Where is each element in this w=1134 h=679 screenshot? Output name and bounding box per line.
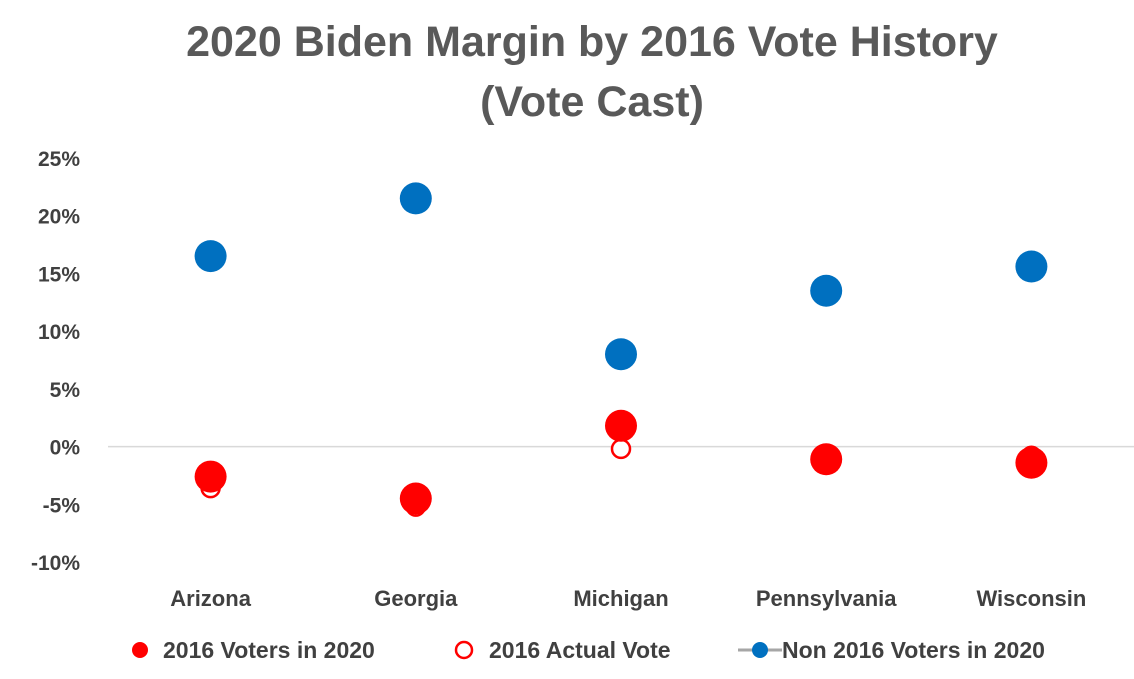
data-point <box>399 182 432 215</box>
data-point <box>810 274 843 307</box>
data-point <box>810 443 843 476</box>
data-point <box>605 338 637 371</box>
plot-points <box>194 182 1048 517</box>
chart-title-line-1: 2020 Biden Margin by 2016 Vote History <box>186 18 998 66</box>
legend: 2016 Voters in 2020 2016 Actual Vote Non 2… <box>132 637 1045 663</box>
data-point <box>399 482 432 515</box>
x-category-label: Arizona <box>170 586 251 611</box>
x-category-label: Michigan <box>573 586 668 611</box>
legend-marker <box>132 642 148 658</box>
data-point <box>194 460 227 493</box>
y-tick-label: -5% <box>43 494 81 517</box>
data-point <box>1015 446 1048 479</box>
y-tick-label: 20% <box>38 206 80 229</box>
x-category-label: Wisconsin <box>976 586 1086 611</box>
y-tick-label: 0% <box>50 437 81 460</box>
data-point <box>1015 250 1048 283</box>
legend-marker <box>454 640 474 660</box>
y-tick-label: 15% <box>38 263 80 286</box>
data-point <box>194 240 227 273</box>
x-axis: Arizona Georgia Michigan Pennsylvania Wiscon… <box>170 586 1086 611</box>
legend-label: 2016 Voters in 2020 <box>163 637 375 663</box>
data-point <box>610 438 632 460</box>
y-axis: 25% 20% 15% 10% 5% 0% -5% -10% <box>31 148 80 575</box>
y-tick-label: -10% <box>31 552 80 575</box>
y-tick-label: 25% <box>38 148 80 171</box>
legend-marker <box>752 642 768 658</box>
x-category-label: Pennsylvania <box>756 586 897 611</box>
y-tick-label: 5% <box>50 379 81 402</box>
chart-title-line-2: (Vote Cast) <box>480 78 704 126</box>
data-point <box>605 409 637 442</box>
legend-label: 2016 Actual Vote <box>489 637 671 663</box>
x-category-label: Georgia <box>374 586 458 611</box>
legend-label: Non 2016 Voters in 2020 <box>782 637 1045 663</box>
y-tick-label: 10% <box>38 321 80 344</box>
